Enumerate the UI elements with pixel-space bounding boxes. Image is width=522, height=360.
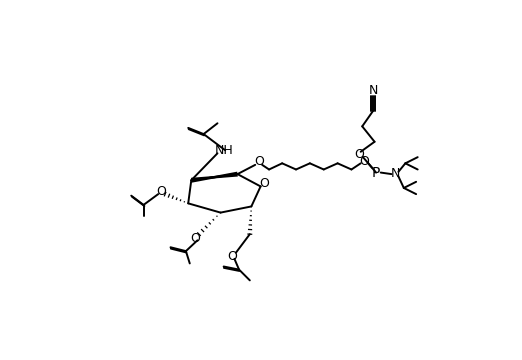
Text: P: P [372, 166, 381, 180]
Text: O: O [254, 155, 264, 168]
Text: O: O [190, 231, 200, 244]
Text: O: O [360, 154, 370, 167]
Text: O: O [354, 148, 364, 161]
Text: O: O [156, 185, 166, 198]
Text: O: O [227, 250, 237, 263]
Text: O: O [259, 177, 269, 190]
Text: N: N [390, 167, 400, 180]
Text: N: N [369, 84, 378, 97]
Polygon shape [191, 174, 238, 183]
Text: NH: NH [214, 144, 233, 157]
Polygon shape [191, 172, 238, 180]
